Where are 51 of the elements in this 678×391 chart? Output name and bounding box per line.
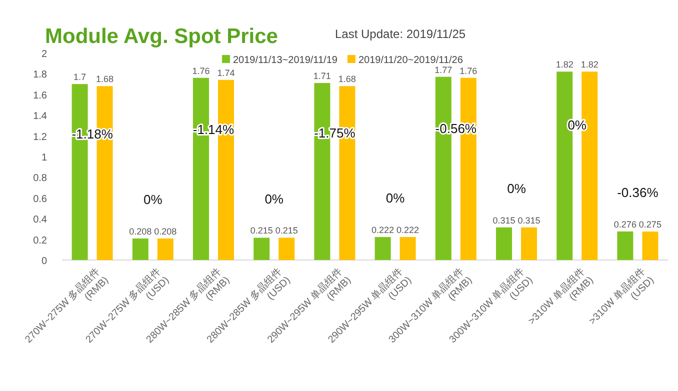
chart-title: Module Avg. Spot Price xyxy=(45,25,278,48)
y-tick-label: 1 xyxy=(41,152,48,164)
data-label: 0.222 xyxy=(372,225,394,236)
data-label: 1.68 xyxy=(338,74,356,84)
legend-label: 2019/11/13~2019/11/19 xyxy=(233,55,338,66)
annotation: 0% xyxy=(144,192,163,208)
data-label: 1.68 xyxy=(96,74,114,84)
data-label: 1.74 xyxy=(217,68,235,78)
y-tick-label: 1.6 xyxy=(33,90,48,102)
annotation: 0% xyxy=(264,191,284,206)
y-tick-label: 0.6 xyxy=(33,194,48,205)
bar xyxy=(400,237,416,260)
y-tick-label: 0.8 xyxy=(33,173,48,184)
data-label: 0.315 xyxy=(492,215,516,226)
chart-subtitle: Last Update: 2019/11/25 xyxy=(335,27,466,41)
annotation: 0% xyxy=(386,190,406,206)
annotation: 0% xyxy=(568,117,587,132)
bar xyxy=(521,227,537,260)
y-tick-label: 0 xyxy=(41,256,48,267)
data-label: 1.76 xyxy=(192,66,210,76)
bar xyxy=(254,238,270,260)
y-tick-label: 1.2 xyxy=(33,132,48,143)
bar xyxy=(157,238,174,260)
bar xyxy=(496,227,512,260)
data-label: 0.215 xyxy=(250,226,273,236)
y-tick-label: 0.2 xyxy=(33,235,48,246)
data-label: 1.76 xyxy=(460,66,478,76)
data-label: 1.7 xyxy=(74,72,86,82)
data-label: 0.208 xyxy=(129,226,152,236)
y-tick-label: 0.4 xyxy=(33,214,48,226)
bar xyxy=(132,238,148,260)
data-label: 0.222 xyxy=(396,225,420,236)
bar xyxy=(374,237,391,260)
legend-label: 2019/11/20~2019/11/26 xyxy=(358,55,464,66)
annotation: -0.36% xyxy=(617,185,659,200)
bar xyxy=(642,232,658,260)
y-tick-label: 2 xyxy=(41,49,48,60)
data-label: 1.71 xyxy=(313,71,331,82)
data-label: 1.82 xyxy=(580,60,598,70)
data-label: 0.276 xyxy=(614,219,636,230)
data-label: 0.315 xyxy=(518,215,540,226)
bar xyxy=(617,231,634,260)
data-label: 1.77 xyxy=(434,64,452,75)
y-tick-label: 1.4 xyxy=(33,111,48,122)
annotation: 0% xyxy=(507,181,526,196)
bar xyxy=(278,238,295,260)
data-label: 1.82 xyxy=(556,60,574,70)
data-label: 0.215 xyxy=(275,226,298,236)
y-tick-label: 1.8 xyxy=(33,70,48,81)
data-label: 0.208 xyxy=(154,226,177,236)
data-label: 0.275 xyxy=(638,220,662,230)
